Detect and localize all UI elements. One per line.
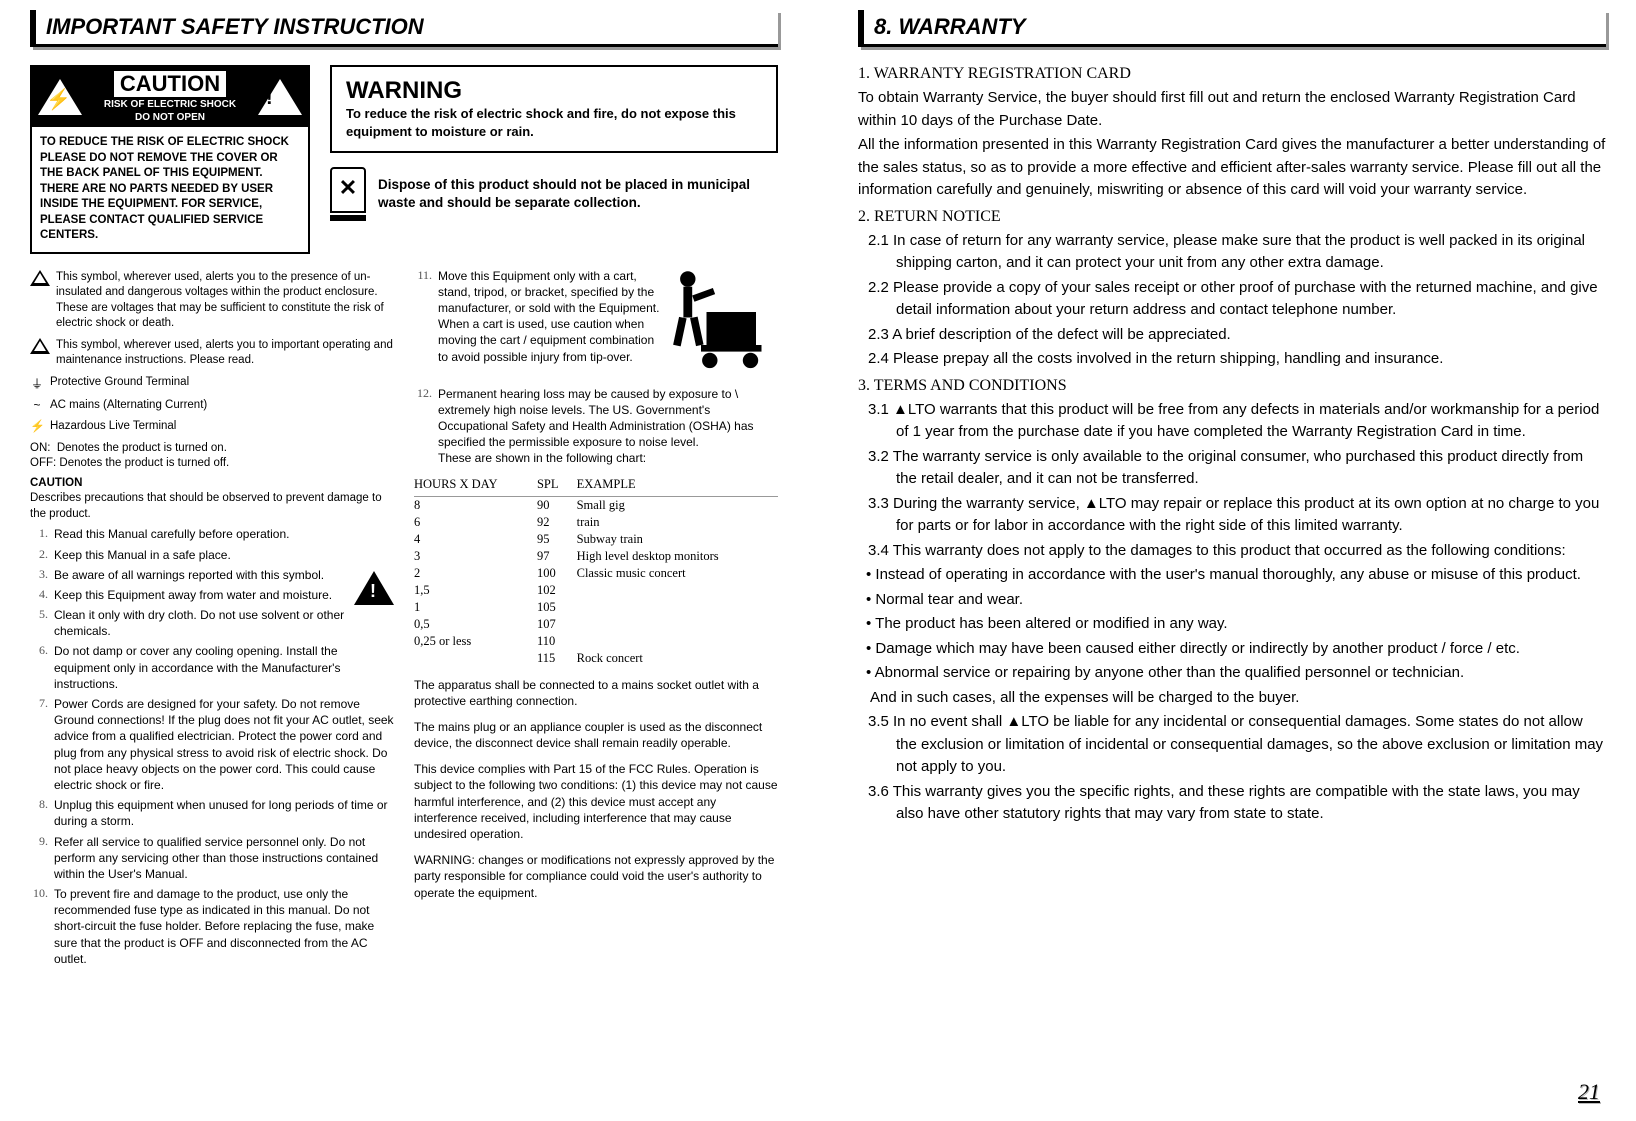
terms-31: 3.1 ▲LTO warrants that this product will… xyxy=(896,399,1606,444)
terms-35: 3.5 In no event shall ▲LTO be liable for… xyxy=(896,711,1606,779)
terms-32: 3.2 The warranty service is only availab… xyxy=(896,446,1606,491)
return-24: 2.4 Please prepay all the costs involved… xyxy=(896,348,1606,371)
caution-body: TO REDUCE THE RISK OF ELECTRIC SHOCK PLE… xyxy=(32,127,308,252)
caution-sub1: RISK OF ELECTRIC SHOCK xyxy=(82,99,258,110)
bullet-after: And in such cases, all the expenses will… xyxy=(870,687,1606,710)
excl-icon xyxy=(30,338,50,354)
terms-33: 3.3 During the warranty service, ▲LTO ma… xyxy=(896,493,1606,538)
on-label: ON: Denotes the product is turned on. xyxy=(30,441,394,457)
caution-box: ⚡ CAUTION RISK OF ELECTRIC SHOCK DO NOT … xyxy=(30,65,310,254)
para-disconnect: The mains plug or an appliance coupler i… xyxy=(414,719,778,751)
item-12: Permanent hearing loss may be caused by … xyxy=(438,386,778,467)
bullet-1: • Instead of operating in accordance wit… xyxy=(866,564,1606,587)
page-number: 21 xyxy=(1578,1079,1600,1105)
spl-table: HOURS X DAYSPLEXAMPLE 890Small gig692tra… xyxy=(414,475,778,667)
list-item: 1.Read this Manual carefully before oper… xyxy=(30,526,394,542)
table-row: 0,25 or less110 xyxy=(414,633,778,650)
bullet-2: • Normal tear and wear. xyxy=(866,589,1606,612)
right-header: 8. WARRANTY xyxy=(858,10,1606,47)
list-item: 6.Do not damp or cover any cooling openi… xyxy=(30,643,394,692)
excl-triangle-icon: ! xyxy=(258,79,302,115)
terms-36: 3.6 This warranty gives you the specific… xyxy=(896,781,1606,826)
table-row: 1105 xyxy=(414,599,778,616)
ground-icon: ⏚ xyxy=(30,375,44,392)
haz-icon: ⚡ xyxy=(30,419,44,435)
warning-box: WARNING To reduce the risk of electric s… xyxy=(330,65,778,153)
list-item: 2.Keep this Manual in a safe place. xyxy=(30,547,394,563)
caution-word: CAUTION xyxy=(30,476,394,492)
list-item: 10.To prevent fire and damage to the pro… xyxy=(30,886,394,967)
terms-34: 3.4 This warranty does not apply to the … xyxy=(896,540,1606,563)
bullet-3: • The product has been altered or modifi… xyxy=(866,613,1606,636)
off-label: OFF: Denotes the product is turned off. xyxy=(30,456,394,472)
table-row: 115Rock concert xyxy=(414,650,778,667)
table-row: 890Small gig xyxy=(414,496,778,514)
list-item: 7.Power Cords are designed for your safe… xyxy=(30,696,394,793)
bullet-5: • Abnormal service or repairing by anyon… xyxy=(866,662,1606,685)
bolt-triangle-icon: ⚡ xyxy=(38,79,82,115)
symbol-excl-text: This symbol, wherever used, alerts you t… xyxy=(56,338,394,369)
table-row: 495Subway train xyxy=(414,531,778,548)
haz-label: Hazardous Live Terminal xyxy=(50,419,176,435)
para-mods: WARNING: changes or modifications not ex… xyxy=(414,852,778,901)
list-item: 4.Keep this Equipment away from water an… xyxy=(30,587,348,603)
list-item: 8.Unplug this equipment when unused for … xyxy=(30,797,394,829)
warranty-h3: 3. TERMS AND CONDITIONS xyxy=(858,377,1606,395)
ac-icon: ~ xyxy=(30,398,44,414)
caution-label: CAUTION xyxy=(114,71,226,97)
bolt-icon xyxy=(30,270,50,286)
symbol-bolt-text: This symbol, wherever used, alerts you t… xyxy=(56,270,394,332)
warranty-h1: 1. WARRANTY REGISTRATION CARD xyxy=(858,65,1606,83)
list-item: 5.Clean it only with dry cloth. Do not u… xyxy=(30,607,394,639)
list-num: 11. xyxy=(414,268,432,382)
dispose-text: Dispose of this product should not be pl… xyxy=(378,176,778,212)
weee-bin-icon xyxy=(330,167,366,221)
warning-triangle-icon xyxy=(354,571,394,605)
warning-title: WARNING xyxy=(346,77,762,105)
warranty-h2: 2. RETURN NOTICE xyxy=(858,208,1606,226)
warning-body: To reduce the risk of electric shock and… xyxy=(346,105,762,141)
caution-sub2: DO NOT OPEN xyxy=(82,112,258,123)
caution-desc: Describes precautions that should be obs… xyxy=(30,491,394,522)
list-item: 3.Be aware of all warnings reported with… xyxy=(30,567,348,583)
left-header: IMPORTANT SAFETY INSTRUCTION xyxy=(30,10,778,47)
list-num: 12. xyxy=(414,386,432,467)
table-row: 397High level desktop monitors xyxy=(414,548,778,565)
ac-label: AC mains (Alternating Current) xyxy=(50,398,207,414)
table-row: 0,5107 xyxy=(414,616,778,633)
para-fcc: This device complies with Part 15 of the… xyxy=(414,761,778,842)
table-row: 1,5102 xyxy=(414,582,778,599)
return-21: 2.1 In case of return for any warranty s… xyxy=(896,230,1606,275)
warranty-p1b: All the information presented in this Wa… xyxy=(858,134,1606,202)
table-row: 692train xyxy=(414,514,778,531)
warranty-p1: To obtain Warranty Service, the buyer sh… xyxy=(858,87,1606,132)
return-23: 2.3 A brief description of the defect wi… xyxy=(896,324,1606,347)
return-22: 2.2 Please provide a copy of your sales … xyxy=(896,277,1606,322)
table-row: 2100Classic music concert xyxy=(414,565,778,582)
list-item: 9.Refer all service to qualified service… xyxy=(30,834,394,883)
ground-label: Protective Ground Terminal xyxy=(50,375,189,392)
item-11: Move this Equipment only with a cart, st… xyxy=(438,268,778,382)
bullet-4: • Damage which may have been caused eith… xyxy=(866,638,1606,661)
para-earthing: The apparatus shall be connected to a ma… xyxy=(414,677,778,709)
cart-tipover-icon xyxy=(668,268,778,378)
